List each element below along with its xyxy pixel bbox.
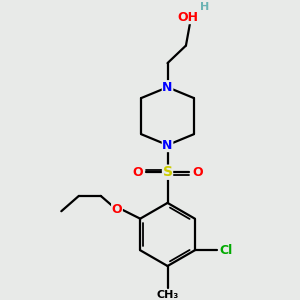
Text: S: S [163,165,172,179]
Text: O: O [112,203,122,216]
Text: H: H [200,2,209,13]
Text: CH₃: CH₃ [156,290,179,300]
Text: N: N [162,81,173,94]
Text: N: N [162,139,173,152]
Text: O: O [132,166,142,179]
Text: O: O [193,166,203,179]
Text: OH: OH [178,11,199,24]
Text: Cl: Cl [219,244,232,257]
